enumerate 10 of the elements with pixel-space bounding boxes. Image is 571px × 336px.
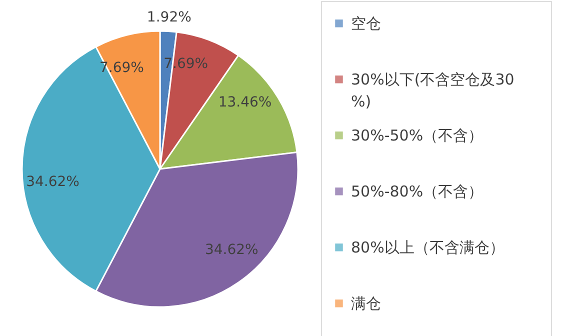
data-label: 1.92%	[146, 9, 192, 26]
legend-label: 80%以上（不含满仓）	[351, 238, 504, 256]
legend-label: 满仓	[351, 294, 381, 312]
data-label: 34.62%	[26, 174, 80, 190]
legend-label: 空仓	[351, 14, 381, 32]
legend-label: 30%以下(不含空仓及30%)	[351, 70, 514, 110]
legend-label: 50%-80%（不含）	[351, 182, 484, 200]
data-label: 13.46%	[218, 94, 272, 110]
data-label: 34.62%	[204, 242, 258, 258]
legend-label: 30%-50%（不含）	[351, 126, 484, 144]
